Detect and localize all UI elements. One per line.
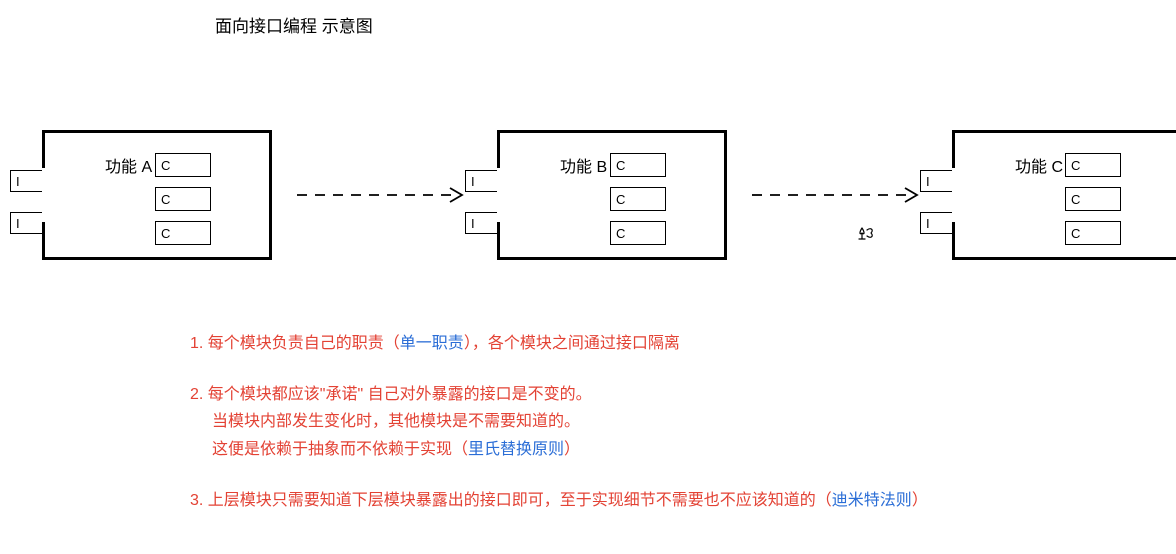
note-2-line1: 2. 每个模块都应该"承诺" 自己对外暴露的接口是不变的。 [190, 386, 592, 403]
note-2-principle: 里氏替换原则 [468, 441, 564, 458]
dashed-arrow [747, 185, 932, 205]
diagram-title: 面向接口编程 示意图 [215, 12, 373, 37]
note-3-prefix: 3. 上层模块只需要知道下层模块暴露出的接口即可，至于实现细节不需要也不应该知道… [190, 492, 832, 509]
class-slot: C [155, 221, 211, 245]
class-slot: C [610, 153, 666, 177]
module-c: I I 功能 C C C C [952, 130, 1176, 260]
class-slot: C [155, 153, 211, 177]
note-1-prefix: 1. 每个模块负责自己的职责（ [190, 335, 400, 352]
module-b-classes: C C C [610, 153, 709, 245]
note-2-line3-prefix: 这便是依赖于抽象而不依赖于实现（ [212, 441, 468, 458]
note-3-suffix: ） [912, 492, 928, 509]
dashed-arrow [292, 185, 477, 205]
module-a-label: 功能 A [105, 153, 152, 177]
module-c-classes: C C C [1065, 153, 1164, 245]
note-2-line3-suffix: ） [564, 441, 580, 458]
note-3: 3. 上层模块只需要知道下层模块暴露出的接口即可，至于实现细节不需要也不应该知道… [190, 487, 928, 514]
note-3-principle: 迪米特法则 [832, 492, 912, 509]
class-slot: C [610, 221, 666, 245]
notes-block: 1. 每个模块负责自己的职责（单一职责），各个模块之间通过接口隔离 2. 每个模… [190, 330, 928, 514]
class-slot: C [1065, 221, 1121, 245]
diagram-row: I I 功能 A C C C I I 功能 B C C C [0, 130, 1176, 260]
module-b-label: 功能 B [560, 153, 607, 177]
module-a-classes: C C C [155, 153, 254, 245]
class-slot: C [1065, 153, 1121, 177]
class-slot: C [610, 187, 666, 211]
module-a: I I 功能 A C C C [42, 130, 272, 260]
class-slot: C [1065, 187, 1121, 211]
note-2: 2. 每个模块都应该"承诺" 自己对外暴露的接口是不变的。 当模块内部发生变化时… [190, 381, 928, 463]
note-1-principle: 单一职责 [400, 335, 464, 352]
class-slot: C [155, 187, 211, 211]
module-b: I I 功能 B C C C [497, 130, 727, 260]
note-2-line2: 当模块内部发生变化时，其他模块是不需要知道的。 [212, 413, 580, 430]
note-1: 1. 每个模块负责自己的职责（单一职责），各个模块之间通过接口隔离 [190, 330, 928, 357]
module-c-label: 功能 C [1015, 153, 1063, 177]
note-1-suffix: ），各个模块之间通过接口隔离 [464, 335, 680, 352]
